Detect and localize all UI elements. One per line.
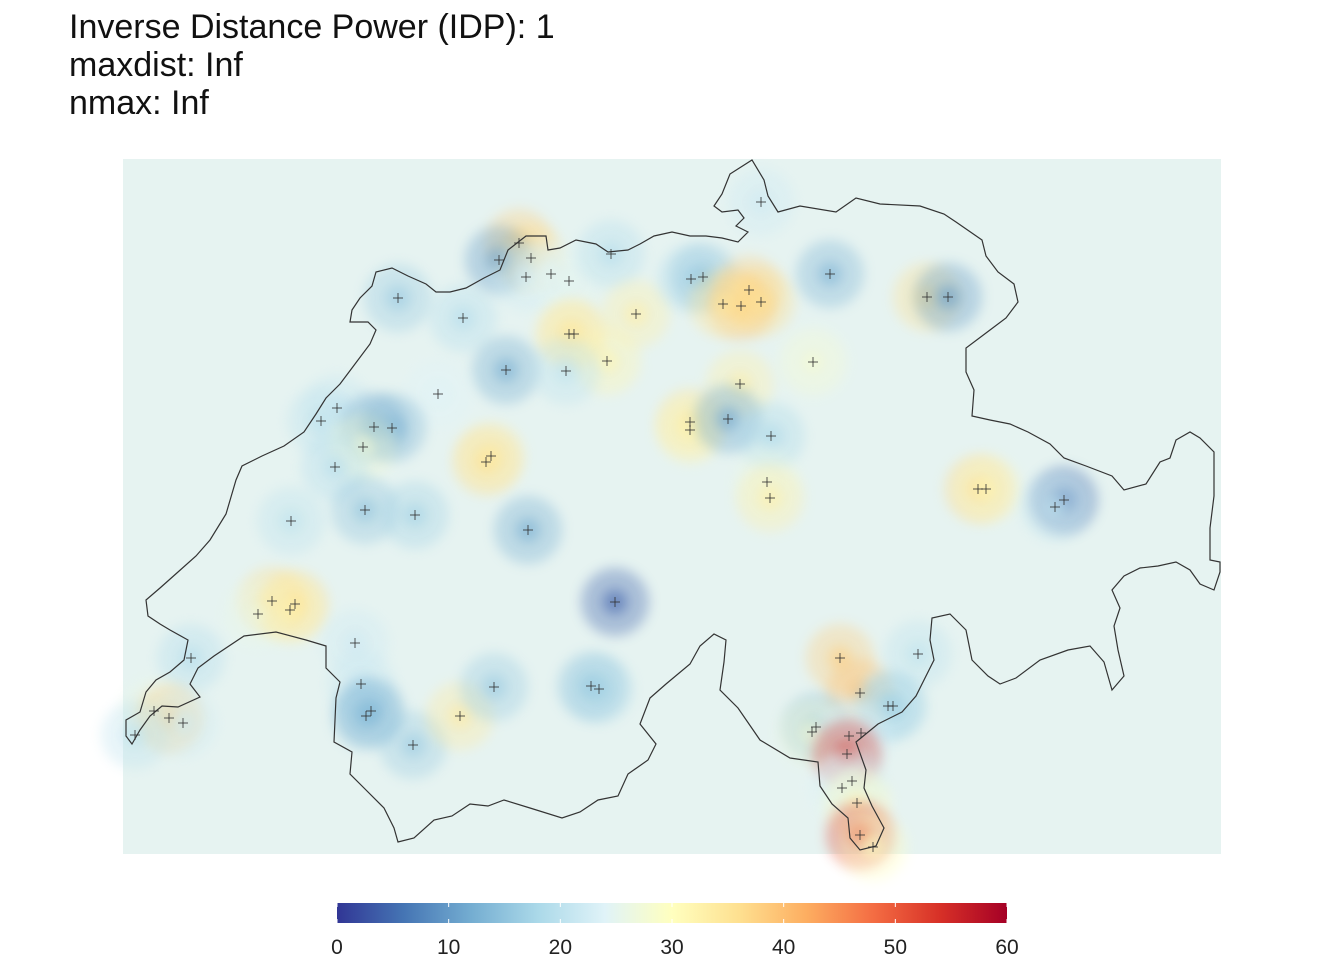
station-marker <box>523 525 533 535</box>
station-marker <box>631 309 641 319</box>
station-marker <box>455 711 465 721</box>
station-marker <box>913 649 923 659</box>
station-marker <box>569 329 579 339</box>
station-marker <box>526 253 536 263</box>
station-marker <box>766 431 776 441</box>
station-marker <box>501 365 511 375</box>
station-marker <box>594 684 604 694</box>
station-marker <box>825 269 835 279</box>
station-marker <box>868 842 878 852</box>
station-marker <box>835 653 845 663</box>
station-marker <box>762 477 772 487</box>
station-marker <box>808 357 818 367</box>
station-marker <box>393 293 403 303</box>
station-marker <box>847 776 857 786</box>
station-marker <box>1059 495 1069 505</box>
station-marker <box>718 299 728 309</box>
station-marker <box>606 249 616 259</box>
plot-title: Inverse Distance Power (IDP): 1 maxdist:… <box>69 8 555 122</box>
station-marker <box>164 713 174 723</box>
title-maxdist: maxdist: Inf <box>69 46 243 84</box>
station-marker <box>285 605 295 615</box>
station-marker <box>1050 502 1060 512</box>
station-marker <box>356 679 366 689</box>
station-marker <box>756 197 766 207</box>
station-marker <box>855 830 865 840</box>
station-marker <box>514 238 524 248</box>
station-marker <box>686 274 696 284</box>
station-marker <box>856 728 866 738</box>
country-border <box>125 159 1221 851</box>
station-marker <box>981 484 991 494</box>
station-marker <box>290 599 300 609</box>
station-marker <box>756 297 766 307</box>
station-marker <box>387 423 397 433</box>
station-marker <box>361 711 371 721</box>
station-marker <box>458 313 468 323</box>
station-marker <box>855 688 865 698</box>
station-marker <box>186 653 196 663</box>
station-marker <box>360 505 370 515</box>
station-marker <box>807 727 817 737</box>
station-marker <box>350 638 360 648</box>
colorbar-tick-label: 30 <box>660 936 683 959</box>
station-marker <box>735 379 745 389</box>
station-marker <box>852 798 862 808</box>
colorbar-tick-label: 10 <box>437 936 460 959</box>
station-marker <box>489 682 499 692</box>
station-marker <box>330 462 340 472</box>
title-nmax: nmax: Inf <box>69 84 209 122</box>
station-marker <box>842 749 852 759</box>
station-marker <box>433 389 443 399</box>
station-marker <box>494 255 504 265</box>
station-marker <box>410 510 420 520</box>
station-marker <box>564 276 574 286</box>
station-marker <box>369 422 379 432</box>
station-marker <box>744 285 754 295</box>
colorbar-tick-label: 40 <box>772 936 795 959</box>
station-marker <box>943 292 953 302</box>
station-marker <box>546 269 556 279</box>
station-marker <box>521 272 531 282</box>
station-marker <box>586 681 596 691</box>
station-marker <box>408 740 418 750</box>
title-idp: Inverse Distance Power (IDP): 1 <box>69 8 555 46</box>
station-marker <box>481 457 491 467</box>
colorbar-ticks: 0 10 20 30 40 50 60 <box>331 903 1019 959</box>
colorbar-tick-label: 50 <box>884 936 907 959</box>
station-marker <box>149 706 159 716</box>
station-marker <box>358 442 368 452</box>
station-marker <box>486 451 496 461</box>
station-markers <box>130 197 1069 852</box>
station-marker <box>765 493 775 503</box>
station-marker <box>316 416 326 426</box>
station-marker <box>837 783 847 793</box>
station-marker <box>723 414 733 424</box>
colorbar-tick-label: 60 <box>995 936 1018 959</box>
station-marker <box>698 272 708 282</box>
colorbar-tick-label: 20 <box>549 936 572 959</box>
station-marker <box>178 718 188 728</box>
station-marker <box>844 731 854 741</box>
station-marker <box>922 292 932 302</box>
station-marker <box>736 301 746 311</box>
colorbar-bar <box>337 903 1007 923</box>
station-marker <box>130 730 140 740</box>
station-marker <box>811 722 821 732</box>
station-marker <box>286 516 296 526</box>
colorbar: 0 10 20 30 40 50 60 <box>331 903 1019 959</box>
station-marker <box>685 425 695 435</box>
station-marker <box>267 596 277 606</box>
station-marker <box>602 356 612 366</box>
station-marker <box>888 701 898 711</box>
station-marker <box>366 706 376 716</box>
station-marker <box>332 403 342 413</box>
station-marker <box>610 597 620 607</box>
station-marker <box>253 609 263 619</box>
colorbar-tick-label: 0 <box>331 936 343 959</box>
interpolation-surface <box>101 168 1098 881</box>
station-marker <box>561 366 571 376</box>
